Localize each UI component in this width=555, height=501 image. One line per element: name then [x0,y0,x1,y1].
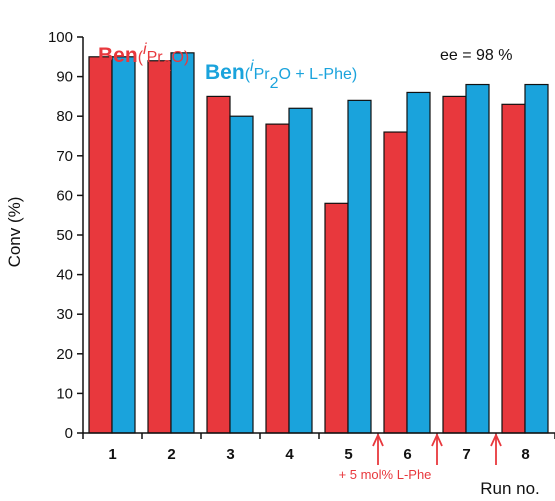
y-tick-label: 100 [48,29,73,46]
bar-ben-ipr2o-run-6 [383,131,408,434]
legend-2-open: ( [245,66,251,83]
legend-2-text1: Pr [254,66,271,83]
bar-ben-ipr2o-run-2 [147,60,172,434]
addition-arrows [372,432,502,465]
bar-ben-ipr2o-lphe-run-2 [170,52,195,434]
legend-2-sub: 2 [270,75,279,92]
y-tick-label: 90 [56,69,73,86]
legend-2-main: Ben [205,61,245,84]
x-axis-ticks: 1 2 3 4 5 6 7 8 [82,433,555,463]
legend-1-text1: Pr [147,49,164,66]
y-tick-label: 0 [65,425,73,442]
bar-ben-ipr2o-lphe-run-7 [465,83,490,434]
legend-2-italic: i [250,58,254,75]
x-tick-label: 4 [285,446,294,463]
bar-ben-ipr2o-lphe-run-1 [111,56,136,434]
y-tick-label: 20 [56,346,73,363]
x-tick-label: 5 [344,446,352,463]
bar-ben-ipr2o-lphe-run-4 [288,107,313,434]
y-axis-ticks: 0 10 20 30 40 50 60 70 80 90 100 [48,29,83,442]
x-tick-label: 6 [403,446,411,463]
bar-ben-ipr2o-lphe-run-5 [347,99,372,434]
y-tick-label: 50 [56,227,73,244]
arrow-up-icon [372,432,384,447]
y-tick-label: 60 [56,187,73,204]
bar-ben-ipr2o-run-4 [265,123,290,434]
y-tick-label: 70 [56,148,73,165]
bar-ben-ipr2o-run-5 [324,202,349,434]
bars [88,52,549,434]
y-tick-label: 30 [56,306,73,323]
bar-ben-ipr2o-lphe-run-6 [406,91,431,434]
y-tick-label: 10 [56,385,73,402]
arrow-up-icon [431,432,443,447]
legend-1-text2: O) [171,49,189,66]
legend-2-text2: O + L-Phe) [278,66,357,83]
legend-1-sub: 2 [163,58,172,75]
bar-ben-ipr2o-run-1 [88,56,113,434]
x-tick-label: 7 [462,446,470,463]
ee-annotation: ee = 98 % [440,47,513,64]
bar-ben-ipr2o-lphe-run-8 [524,83,549,434]
legend-1-open: ( [138,49,144,66]
legend-entry-2: Ben(iPr2O + L-Phe) [205,58,357,92]
y-tick-label: 80 [56,108,73,125]
arrow-up-icon [490,432,502,447]
bar-ben-ipr2o-run-7 [442,95,467,434]
bar-ben-ipr2o-lphe-run-3 [229,115,254,434]
x-tick-label: 2 [167,446,175,463]
x-tick-label: 8 [521,446,529,463]
bar-ben-ipr2o-run-3 [206,95,231,434]
addition-annotation: + 5 mol% L-Phe [339,467,432,482]
y-axis-title: Conv (%) [5,197,24,268]
x-tick-label: 1 [108,446,116,463]
x-axis-title: Run no. [480,479,540,498]
legend-1-main: Ben [98,44,138,67]
y-tick-label: 40 [56,267,73,284]
legend-entry-1: Ben(iPr2O) [98,41,189,75]
bar-ben-ipr2o-run-8 [501,103,526,434]
x-tick-label: 3 [226,446,234,463]
legend-1-italic: i [143,41,147,58]
